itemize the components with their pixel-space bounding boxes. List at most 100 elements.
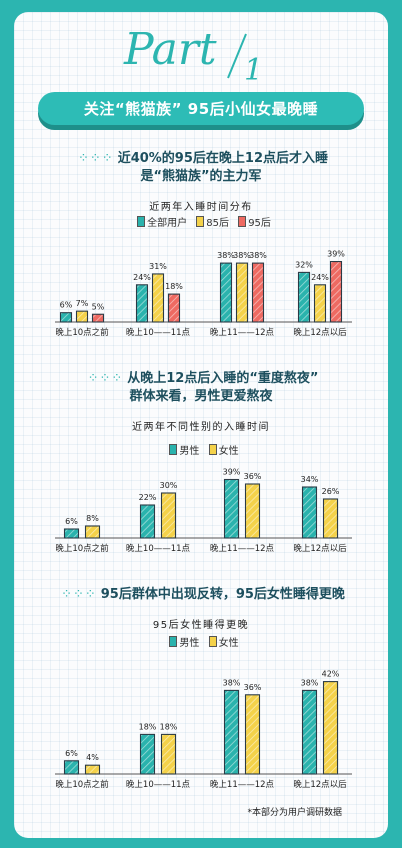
banner: 关注“熊猫族” 95后小仙女最晚睡 bbox=[38, 92, 364, 125]
section-2-title: ⁘⁘⁘ 从晚上12点后入睡的“重度熬夜” bbox=[0, 370, 402, 388]
data-label: 4% bbox=[86, 753, 99, 762]
data-label: 8% bbox=[86, 514, 99, 523]
legend-label-male: 男性 bbox=[179, 638, 200, 649]
dots-icon: ⁘⁘⁘ bbox=[78, 151, 114, 166]
data-label: 30% bbox=[160, 481, 178, 490]
data-label: 39% bbox=[223, 468, 241, 477]
legend-swatch-female bbox=[208, 636, 217, 647]
category-tick-label: 晚上10点之前 bbox=[55, 543, 109, 554]
bar-3-2 bbox=[167, 293, 181, 323]
part-title: Part 1 bbox=[120, 18, 290, 88]
bar-2-2 bbox=[151, 273, 165, 323]
category-tick-label: 晚上10——11点 bbox=[126, 327, 191, 338]
legend-label-male: 男性 bbox=[179, 446, 200, 457]
legend-swatch-all bbox=[137, 216, 146, 227]
part-slash bbox=[227, 33, 247, 79]
bar-1-2 bbox=[135, 284, 149, 323]
category-tick-label: 晚上11——12点 bbox=[210, 779, 275, 790]
data-label: 6% bbox=[65, 517, 78, 526]
data-label: 31% bbox=[149, 262, 167, 271]
data-label: 7% bbox=[76, 299, 89, 308]
bar-2-4 bbox=[313, 284, 327, 323]
category-tick-label: 晚上12点以后 bbox=[293, 779, 347, 790]
data-label: 38% bbox=[217, 251, 235, 260]
category-tick-label: 晚上11——12点 bbox=[210, 327, 275, 338]
chart-2: 6% 8% 晚上10点之前 22%30% 晚上10——11点 39% 36% 晚上11——12… bbox=[55, 468, 352, 554]
data-label: 38% bbox=[249, 251, 267, 260]
chart-2-legend: 男性 女性 bbox=[0, 442, 402, 457]
bar-1-1 bbox=[63, 760, 80, 775]
dots-icon: ⁘⁘⁘ bbox=[61, 587, 97, 602]
category-tick-label: 晚上10点之前 bbox=[55, 779, 109, 790]
bar-1-3 bbox=[219, 262, 233, 323]
legend-label-95: 95后 bbox=[248, 218, 271, 229]
section-1-title: ⁘⁘⁘ 近40%的95后在晚上12点后才入睡 bbox=[0, 150, 402, 168]
legend-swatch-95 bbox=[238, 216, 247, 227]
chart-2-title: 近两年不同性别的入睡时间 bbox=[132, 422, 270, 433]
bar-3-3 bbox=[251, 262, 265, 323]
legend-label-85: 85后 bbox=[206, 218, 229, 229]
chart-3-title: 95后女性睡得更晚 bbox=[152, 620, 250, 631]
bar-2-1 bbox=[75, 310, 89, 323]
category-tick-label: 晚上10——11点 bbox=[126, 779, 191, 790]
bar-2-1 bbox=[84, 525, 101, 539]
section-3-title-line1: 95后群体中出现反转，95后女性睡得更晚 bbox=[100, 587, 345, 602]
bar-1-2 bbox=[139, 733, 156, 775]
data-label: 18% bbox=[139, 722, 157, 731]
data-label: 24% bbox=[133, 273, 151, 282]
bar-2-2 bbox=[160, 733, 177, 775]
category-tick-label: 晚上12点以后 bbox=[293, 327, 347, 338]
data-label: 18% bbox=[160, 722, 178, 731]
data-label: 39% bbox=[327, 250, 345, 259]
legend-label-female: 女性 bbox=[218, 446, 239, 457]
legend-swatch-male bbox=[169, 636, 178, 647]
bar-1-4 bbox=[301, 689, 318, 775]
bar-1-1 bbox=[63, 528, 80, 539]
data-label: 38% bbox=[233, 251, 251, 260]
category-tick-label: 晚上12点以后 bbox=[293, 543, 347, 554]
chart-1: 6% 7% 5%晚上10点之前24%31%18%晚上10——11点38%38%38%… bbox=[55, 250, 352, 338]
chart-1-title: 近两年入睡时间分布 bbox=[149, 202, 253, 213]
data-label: 6% bbox=[65, 749, 78, 758]
data-label: 36% bbox=[244, 472, 262, 481]
category-tick-label: 晚上11——12点 bbox=[210, 543, 275, 554]
bar-1-4 bbox=[297, 271, 311, 323]
data-label: 6% bbox=[60, 301, 73, 310]
section-2-subtitle: 群体来看，男性更爱熬夜 bbox=[129, 389, 273, 404]
data-label: 36% bbox=[244, 683, 262, 692]
data-label: 24% bbox=[311, 273, 329, 282]
footnote: *本部分为用户调研数据 bbox=[247, 808, 342, 818]
category-tick-label: 晚上10点之前 bbox=[55, 327, 109, 338]
part-word: Part bbox=[123, 24, 217, 75]
bar-1-2 bbox=[139, 504, 156, 539]
chart-1-legend: 全部用户 85后 95后 bbox=[0, 214, 402, 229]
bar-2-3 bbox=[244, 694, 261, 775]
data-label: 18% bbox=[165, 282, 183, 291]
bar-2-2 bbox=[160, 492, 177, 539]
part-number: 1 bbox=[244, 53, 263, 88]
bar-3-4 bbox=[329, 260, 343, 323]
legend-swatch-85 bbox=[196, 216, 205, 227]
bar-1-3 bbox=[223, 689, 240, 775]
data-label: 38% bbox=[301, 678, 319, 687]
chart-3-legend: 男性 女性 bbox=[0, 634, 402, 649]
section-1-subtitle: 是“熊猫族”的主力军 bbox=[140, 169, 262, 184]
data-label: 32% bbox=[295, 260, 313, 269]
infographic-card bbox=[14, 12, 388, 838]
dots-icon: ⁘⁘⁘ bbox=[87, 371, 124, 386]
data-label: 34% bbox=[301, 475, 319, 484]
section-1-title-line1: 近40%的95后在晚上12点后才入睡 bbox=[117, 151, 328, 166]
bar-2-4 bbox=[322, 681, 339, 775]
bar-2-1 bbox=[84, 764, 101, 775]
legend-swatch-male bbox=[169, 444, 178, 455]
bar-1-3 bbox=[223, 478, 240, 539]
section-2-title-line1: 从晚上12点后入睡的“重度熬夜” bbox=[127, 371, 319, 386]
data-label: 42% bbox=[322, 670, 340, 679]
legend-label-female: 女性 bbox=[218, 638, 239, 649]
bar-1-4 bbox=[301, 486, 318, 539]
data-label: 38% bbox=[223, 678, 241, 687]
bar-2-4 bbox=[322, 498, 339, 539]
section-3-title: ⁘⁘⁘ 95后群体中出现反转，95后女性睡得更晚 bbox=[0, 586, 402, 604]
bar-2-3 bbox=[235, 262, 249, 323]
